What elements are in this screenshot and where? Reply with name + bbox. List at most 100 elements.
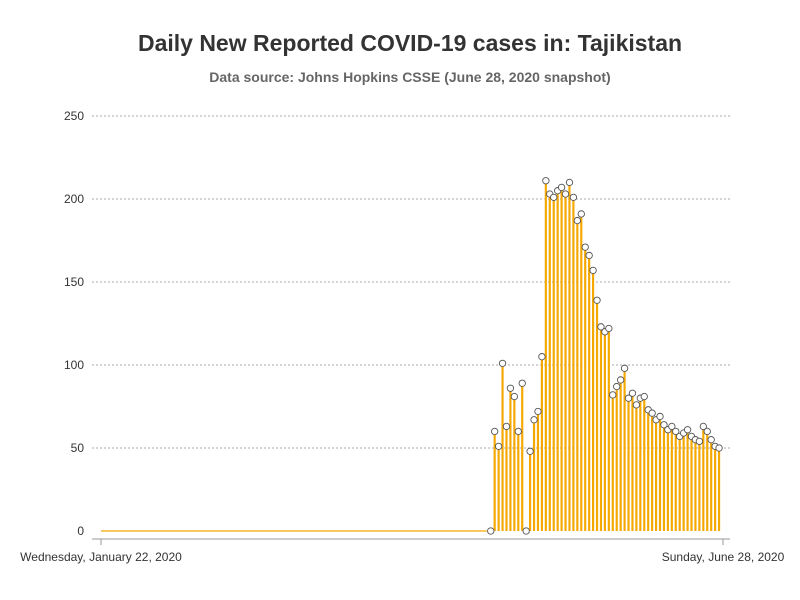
data-point <box>518 379 526 387</box>
bar <box>521 383 524 531</box>
data-point <box>550 193 558 201</box>
bar <box>635 404 638 531</box>
data-point <box>534 407 542 416</box>
bar <box>682 433 685 531</box>
bar <box>493 431 496 531</box>
data-point <box>502 422 511 431</box>
data-point <box>620 364 629 372</box>
bar <box>674 431 677 531</box>
bar <box>706 431 709 531</box>
y-tick-label: 150 <box>64 275 84 289</box>
data-point <box>569 193 578 201</box>
bar <box>497 446 500 531</box>
data-point <box>656 412 664 421</box>
y-tick-label: 50 <box>71 441 85 455</box>
bar <box>509 388 512 531</box>
bar <box>505 426 508 531</box>
bar <box>560 187 563 531</box>
bar <box>603 331 606 531</box>
bar <box>572 197 575 531</box>
bar <box>544 180 547 532</box>
data-point <box>514 427 522 436</box>
bar <box>662 424 666 531</box>
bar <box>690 436 693 531</box>
data-point <box>699 422 707 431</box>
data-point <box>581 243 589 251</box>
x-tick-label-start: Wednesday, January 22, 2020 <box>20 550 182 564</box>
x-tick-label-end: Sunday, June 28, 2020 <box>662 550 785 564</box>
data-point <box>672 427 680 436</box>
data-point <box>613 382 621 391</box>
x-axis: Wednesday, January 22, 2020 Sunday, June… <box>20 538 785 564</box>
bar <box>654 419 658 531</box>
bar <box>639 398 642 531</box>
data-point <box>593 296 601 304</box>
chart-subtitle: Data source: Johns Hopkins CSSE (June 28… <box>209 69 611 85</box>
data-point <box>510 392 519 401</box>
bar <box>623 368 626 531</box>
bar <box>666 429 669 531</box>
data-point <box>589 266 597 275</box>
data-point <box>597 323 605 331</box>
data-point <box>585 251 593 260</box>
bar <box>592 270 595 531</box>
data-point <box>494 442 503 450</box>
bar <box>556 190 559 531</box>
bar <box>595 300 599 531</box>
bar <box>607 328 610 531</box>
bar <box>548 194 551 531</box>
data-point <box>707 436 715 444</box>
bar <box>599 326 603 531</box>
data-point <box>640 392 648 401</box>
data-point <box>526 447 534 455</box>
bar <box>678 436 681 531</box>
data-point <box>530 416 538 424</box>
data-point <box>542 177 550 185</box>
bar <box>647 409 650 531</box>
data-markers <box>487 177 723 535</box>
data-point <box>565 178 574 187</box>
data-point <box>668 422 676 431</box>
bar <box>651 413 654 531</box>
data-point <box>660 421 668 429</box>
y-tick-label: 0 <box>77 524 84 538</box>
bar <box>576 220 579 531</box>
bar <box>702 426 705 531</box>
bar <box>698 441 701 531</box>
bar <box>513 396 516 531</box>
bar <box>627 398 630 531</box>
data-point <box>695 437 704 446</box>
data-point <box>683 426 692 434</box>
bar <box>631 393 634 531</box>
bar <box>717 448 721 531</box>
data-point <box>616 376 625 384</box>
data-point <box>605 324 613 333</box>
y-tick-label: 250 <box>64 109 84 123</box>
bar <box>643 396 646 531</box>
bar <box>517 431 520 531</box>
data-point <box>498 359 507 367</box>
chart-title: Daily New Reported COVID-19 cases in: Ta… <box>137 30 683 56</box>
bar <box>536 411 540 531</box>
data-point <box>491 427 499 436</box>
data-point <box>715 444 723 452</box>
data-point <box>632 401 641 409</box>
data-point <box>648 409 656 417</box>
bar <box>615 386 618 531</box>
data-point <box>487 527 495 535</box>
data-point <box>577 210 585 218</box>
data-point <box>624 394 633 402</box>
data-point <box>561 190 570 198</box>
bar <box>532 419 536 531</box>
bar <box>658 416 662 531</box>
data-point <box>522 527 530 535</box>
data-point <box>573 216 581 225</box>
bar <box>714 446 717 531</box>
gridlines <box>92 115 730 449</box>
data-point <box>628 389 637 397</box>
data-point <box>703 427 711 436</box>
bar <box>552 197 555 531</box>
bar <box>588 255 591 531</box>
bar <box>564 194 567 531</box>
